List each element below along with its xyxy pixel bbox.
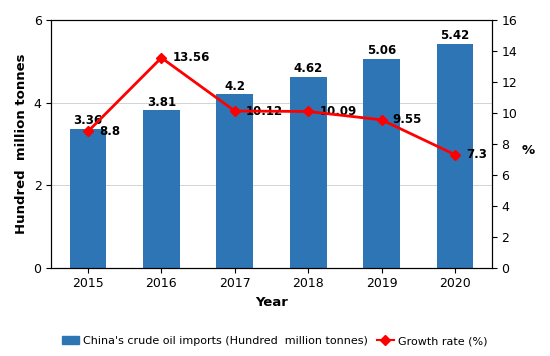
Text: 7.3: 7.3 <box>466 148 487 161</box>
Text: 9.55: 9.55 <box>393 113 422 126</box>
X-axis label: Year: Year <box>255 296 288 309</box>
Text: 13.56: 13.56 <box>172 51 210 64</box>
Text: 3.81: 3.81 <box>147 96 176 109</box>
Text: 4.62: 4.62 <box>294 62 323 75</box>
Bar <box>363 59 400 268</box>
Y-axis label: %: % <box>522 144 535 157</box>
Bar <box>143 110 180 268</box>
Y-axis label: Hundred  million tonnes: Hundred million tonnes <box>15 54 28 234</box>
Text: 3.36: 3.36 <box>73 114 102 127</box>
Text: 10.09: 10.09 <box>319 105 356 118</box>
Text: 8.8: 8.8 <box>99 125 120 138</box>
Bar <box>437 44 474 268</box>
Bar <box>290 77 327 268</box>
Text: 10.12: 10.12 <box>246 105 283 117</box>
Bar <box>70 129 106 268</box>
Text: 5.06: 5.06 <box>367 44 396 57</box>
Text: 5.42: 5.42 <box>441 29 470 42</box>
Bar <box>217 94 253 268</box>
Legend: China's crude oil imports (Hundred  million tonnes), Growth rate (%): China's crude oil imports (Hundred milli… <box>58 331 492 350</box>
Text: 4.2: 4.2 <box>224 80 245 93</box>
